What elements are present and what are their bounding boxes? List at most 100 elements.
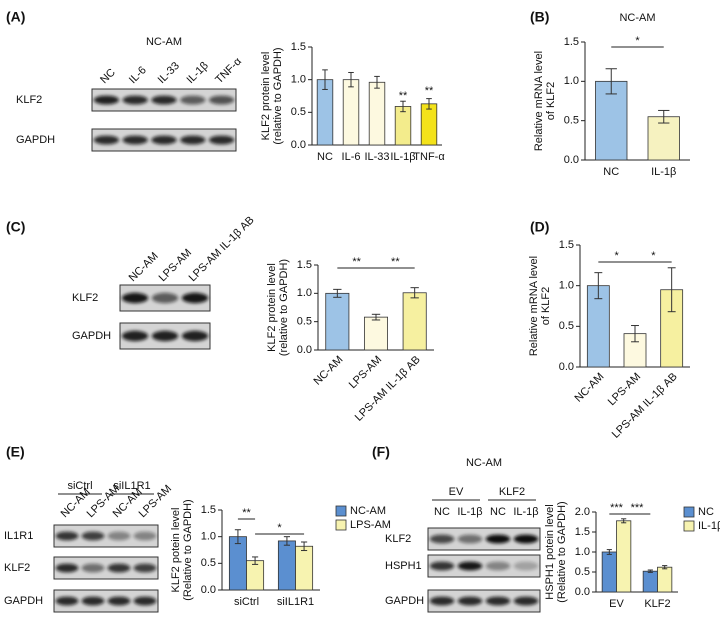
bar [295, 545, 314, 591]
significance: * [277, 522, 282, 534]
blot-band [429, 561, 455, 571]
error-bar [662, 565, 668, 570]
blot-group: siIL1R1 [113, 480, 150, 492]
blot-band [457, 561, 483, 571]
x-tick-label: NC-AM [312, 354, 346, 388]
legend-label: IL-1β [698, 520, 720, 532]
blot-band [55, 531, 79, 541]
y-tick-label: 0.0 [201, 584, 216, 596]
blot-band [133, 596, 157, 606]
y-tick-label: 1.5 [564, 36, 579, 48]
error-bar [606, 549, 612, 555]
bar [657, 566, 673, 593]
row-label: HSPH1 [385, 560, 422, 572]
y-tick-label: 1.0 [201, 531, 216, 543]
bar [647, 116, 680, 161]
bar [228, 536, 247, 591]
error-bar [333, 288, 342, 298]
lane-label: TNF-α [213, 55, 244, 86]
blot-strip [53, 589, 159, 613]
panel-label: (E) [6, 444, 25, 460]
blot-band [121, 292, 149, 304]
blot-band [181, 292, 209, 304]
y-tick-label: 1.5 [291, 41, 306, 53]
panel-label: (C) [6, 219, 25, 235]
x-tick-label: NC-AM [573, 371, 607, 405]
bar [342, 79, 360, 146]
bar [246, 560, 265, 591]
y-axis-label: Relative mRNA level [533, 51, 545, 151]
error-bar [283, 536, 291, 546]
y-axis-label: KLF2 protein level [260, 52, 272, 141]
y-tick-label: 1.0 [559, 280, 574, 292]
x-tick-label: siCtrl [234, 596, 259, 608]
lane-label: IL-33 [156, 60, 182, 86]
blot-band [122, 135, 148, 145]
lane-label: NC [490, 506, 506, 518]
x-tick-label: LPS-AM [606, 371, 643, 408]
legend-swatch [683, 520, 695, 532]
blot-strip [53, 556, 159, 580]
blot-band [208, 95, 235, 105]
legend-label: LPS-AM [350, 519, 391, 531]
blot-band [513, 596, 539, 606]
significance: * [635, 35, 640, 47]
y-tick-label: 0.0 [291, 139, 306, 151]
blot-strip [53, 524, 159, 548]
y-tick-label: 1.0 [564, 75, 579, 87]
blot-band [81, 596, 105, 606]
error-bar [234, 529, 242, 545]
x-tick-label: EV [609, 598, 624, 610]
y-tick-label: 2.0 [575, 506, 590, 518]
y-tick-label: 0.5 [564, 115, 579, 127]
error-bar [647, 569, 653, 573]
significance: ** [352, 256, 361, 268]
x-tick-label: siIL1R1 [277, 596, 314, 608]
y-axis-label: of KLF2 [545, 82, 557, 121]
y-tick-label: 0.0 [559, 361, 574, 373]
y-tick-label: 1.5 [559, 239, 574, 251]
blot-band [485, 596, 511, 606]
y-axis-label: KLF2 protein level [266, 263, 278, 352]
blot-band [81, 531, 105, 541]
bar [616, 520, 632, 593]
lane-label: IL-1β [457, 506, 482, 518]
y-tick-label: 1.5 [297, 259, 312, 271]
y-tick-label: 0.0 [297, 344, 312, 356]
significance: *** [631, 502, 645, 514]
lane-label: NC [434, 506, 450, 518]
y-tick-label: 0.5 [291, 106, 306, 118]
blot-group: EV [449, 486, 464, 498]
blot-band [180, 135, 206, 145]
blot-band [151, 330, 179, 342]
y-axis-label: (Relative to GAPDH) [556, 501, 568, 602]
blot-band [513, 534, 539, 544]
lane-label: IL-1β [184, 60, 210, 86]
y-tick-label: 0.5 [575, 566, 590, 578]
y-tick-label: 1.0 [297, 287, 312, 299]
blot-group: KLF2 [499, 486, 525, 498]
legend-swatch [335, 519, 347, 531]
y-tick-label: 1.5 [575, 526, 590, 538]
error-bar [594, 272, 603, 300]
x-tick-label: TNF-α [413, 151, 445, 163]
chart-title: NC-AM [619, 12, 655, 24]
x-tick-label: IL-1β [390, 151, 415, 163]
bar [420, 103, 438, 146]
blot-band [429, 596, 455, 606]
y-axis-label: (relative to GAPDH) [272, 47, 284, 144]
x-tick-label: IL-1β [651, 166, 676, 178]
bar [601, 551, 617, 593]
blot-band [180, 95, 206, 105]
panel-label: (D) [530, 219, 549, 235]
blot-band [107, 531, 131, 541]
x-tick-label: KLF2 [644, 598, 670, 610]
row-label: KLF2 [16, 94, 42, 106]
x-tick-label: LPS-AM [347, 354, 384, 391]
bar [402, 292, 427, 351]
blot-band [93, 95, 120, 105]
lane-label: IL-1β [513, 506, 538, 518]
error-bar [631, 325, 639, 343]
row-label: IL1R1 [4, 530, 33, 542]
